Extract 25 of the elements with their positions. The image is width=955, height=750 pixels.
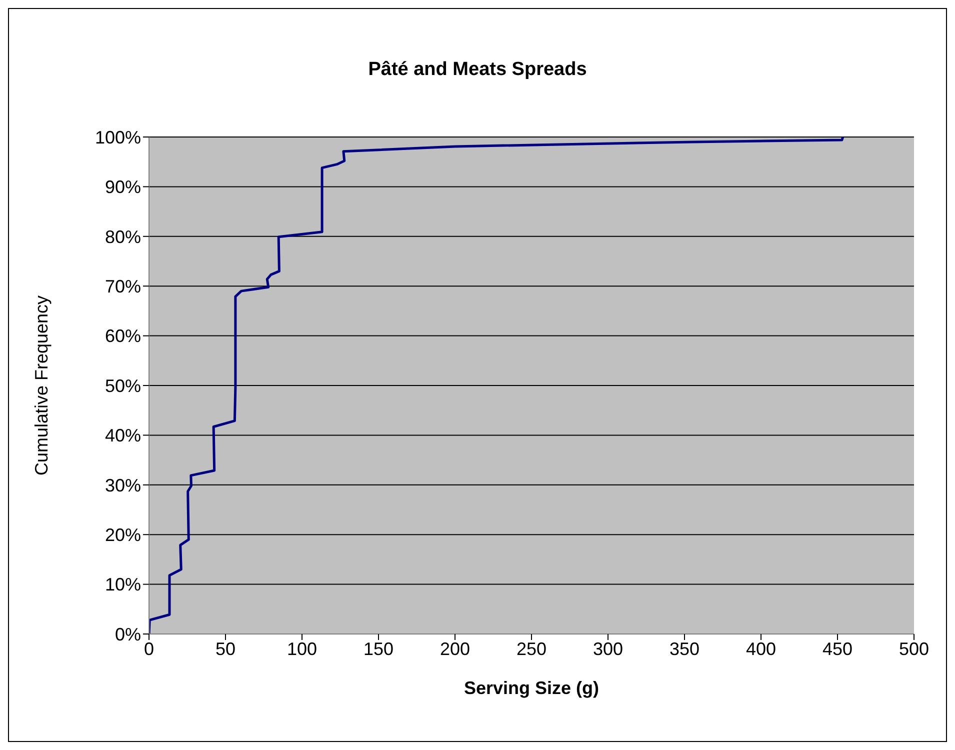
y-tick-label: 40% bbox=[104, 426, 141, 446]
y-tick-label: 100% bbox=[94, 127, 141, 148]
x-axis-title: Serving Size (g) bbox=[464, 678, 600, 698]
x-tick-label: 450 bbox=[822, 638, 853, 659]
y-tick-label: 60% bbox=[104, 326, 141, 346]
y-tick-label: 90% bbox=[104, 177, 141, 198]
y-tick-label: 80% bbox=[104, 226, 141, 247]
x-tick-label: 500 bbox=[898, 638, 930, 659]
x-tick-label: 250 bbox=[516, 638, 547, 659]
x-tick-label: 150 bbox=[363, 638, 394, 659]
y-tick-label: 50% bbox=[104, 376, 141, 396]
y-axis-title: Cumulative Frequency bbox=[31, 295, 52, 476]
x-tick-label: 400 bbox=[746, 638, 776, 659]
chart-title: Pâté and Meats Spreads bbox=[367, 59, 588, 81]
x-tick-label: 100 bbox=[286, 638, 318, 659]
y-tick-label: 30% bbox=[104, 475, 141, 496]
x-tick-label: 200 bbox=[440, 638, 470, 659]
x-tick-label: 300 bbox=[592, 638, 624, 659]
x-tick-label: 50 bbox=[215, 638, 236, 659]
x-tick-label: 0 bbox=[144, 638, 154, 659]
y-tick-label: 70% bbox=[104, 276, 141, 296]
y-tick-label: 0% bbox=[114, 624, 141, 644]
x-tick-label: 350 bbox=[669, 638, 700, 659]
y-tick-label: 20% bbox=[104, 524, 141, 545]
y-tick-label: 10% bbox=[104, 574, 141, 595]
